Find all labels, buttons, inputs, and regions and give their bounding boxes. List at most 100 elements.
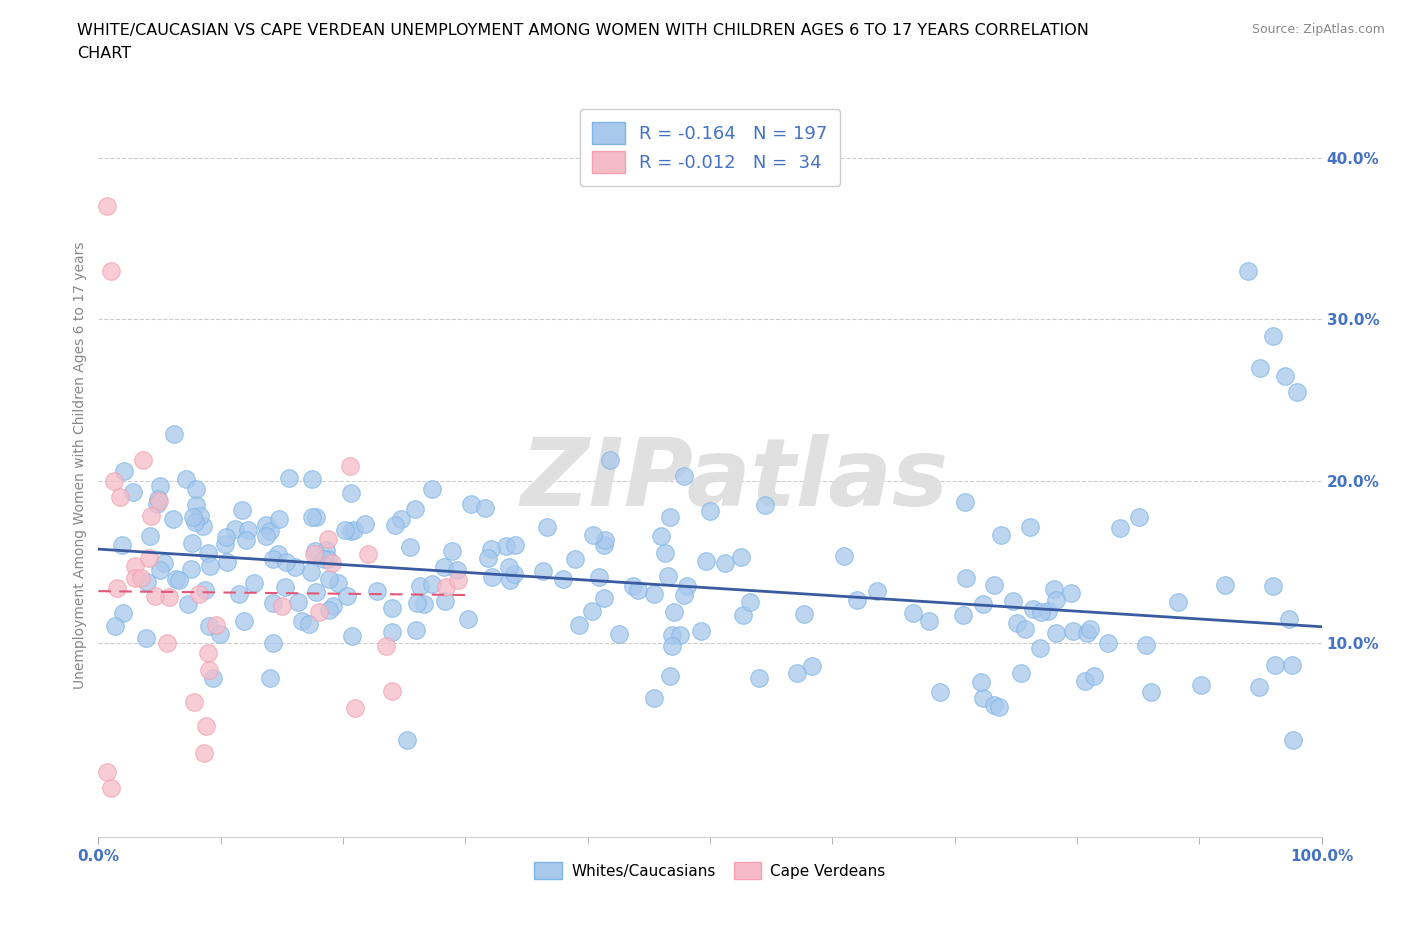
Point	[481, 570, 503, 585]
Point	[1078, 621, 1101, 636]
Point	[153, 555, 176, 570]
Point	[146, 491, 169, 506]
Point	[183, 695, 205, 710]
Point	[138, 551, 160, 565]
Point	[100, 263, 122, 278]
Point	[291, 614, 314, 629]
Point	[495, 538, 517, 553]
Point	[1043, 581, 1066, 596]
Point	[1261, 578, 1284, 593]
Point	[1109, 520, 1132, 535]
Point	[1282, 733, 1305, 748]
Point	[96, 199, 118, 214]
Point	[983, 698, 1005, 712]
Point	[318, 603, 340, 618]
Point	[1281, 658, 1303, 672]
Point	[197, 619, 219, 634]
Point	[834, 549, 856, 564]
Point	[738, 595, 761, 610]
Point	[148, 494, 170, 509]
Point	[568, 618, 591, 632]
Point	[111, 605, 134, 620]
Point	[952, 608, 974, 623]
Point	[657, 568, 679, 583]
Point	[627, 583, 650, 598]
Point	[1191, 677, 1213, 692]
Point	[381, 684, 404, 698]
Point	[676, 578, 699, 593]
Point	[194, 583, 217, 598]
Point	[801, 659, 824, 674]
Point	[316, 551, 339, 566]
Point	[1005, 616, 1028, 631]
Point	[748, 671, 770, 685]
Point	[477, 551, 499, 565]
Point	[298, 617, 321, 631]
Point	[1002, 593, 1025, 608]
Point	[434, 593, 457, 608]
Y-axis label: Unemployment Among Women with Children Ages 6 to 17 years: Unemployment Among Women with Children A…	[73, 241, 87, 689]
Point	[662, 604, 685, 619]
Point	[139, 529, 162, 544]
Point	[321, 555, 343, 570]
Point	[103, 473, 125, 488]
Point	[270, 599, 292, 614]
Point	[188, 509, 211, 524]
Text: Source: ZipAtlas.com: Source: ZipAtlas.com	[1251, 23, 1385, 36]
Point	[972, 691, 994, 706]
Text: WHITE/CAUCASIAN VS CAPE VERDEAN UNEMPLOYMENT AMONG WOMEN WITH CHILDREN AGES 6 TO: WHITE/CAUCASIAN VS CAPE VERDEAN UNEMPLOY…	[77, 23, 1090, 38]
Point	[299, 565, 322, 579]
Point	[197, 663, 219, 678]
Point	[197, 646, 219, 661]
Point	[564, 551, 586, 566]
Point	[457, 612, 479, 627]
Point	[344, 700, 367, 715]
Point	[301, 510, 323, 525]
Point	[987, 699, 1010, 714]
Point	[96, 764, 118, 779]
Point	[308, 604, 330, 619]
Point	[356, 547, 378, 562]
Point	[132, 453, 155, 468]
Point	[1010, 665, 1032, 680]
Point	[498, 559, 520, 574]
Point	[599, 453, 621, 468]
Point	[1045, 626, 1067, 641]
Point	[581, 604, 603, 618]
Point	[1247, 680, 1270, 695]
Point	[754, 498, 776, 512]
Point	[865, 583, 887, 598]
Point	[381, 600, 404, 615]
Point	[1261, 328, 1284, 343]
Point	[399, 540, 422, 555]
Legend: Whites/Caucasians, Cape Verdeans: Whites/Caucasians, Cape Verdeans	[529, 857, 891, 885]
Point	[531, 564, 554, 578]
Point	[434, 579, 457, 594]
Point	[149, 479, 172, 494]
Point	[1274, 368, 1296, 383]
Point	[406, 596, 429, 611]
Point	[215, 530, 238, 545]
Point	[165, 572, 187, 587]
Point	[420, 577, 443, 591]
Point	[343, 523, 366, 538]
Point	[588, 569, 610, 584]
Point	[1062, 624, 1084, 639]
Point	[420, 482, 443, 497]
Point	[141, 509, 163, 524]
Point	[593, 591, 616, 605]
Point	[136, 575, 159, 590]
Point	[1286, 385, 1309, 400]
Point	[262, 551, 284, 566]
Point	[1014, 621, 1036, 636]
Point	[322, 599, 344, 614]
Point	[124, 570, 146, 585]
Point	[972, 597, 994, 612]
Point	[336, 589, 359, 604]
Point	[215, 554, 238, 569]
Point	[243, 576, 266, 591]
Point	[499, 572, 522, 587]
Point	[970, 674, 993, 689]
Point	[315, 542, 337, 557]
Point	[1278, 611, 1301, 626]
